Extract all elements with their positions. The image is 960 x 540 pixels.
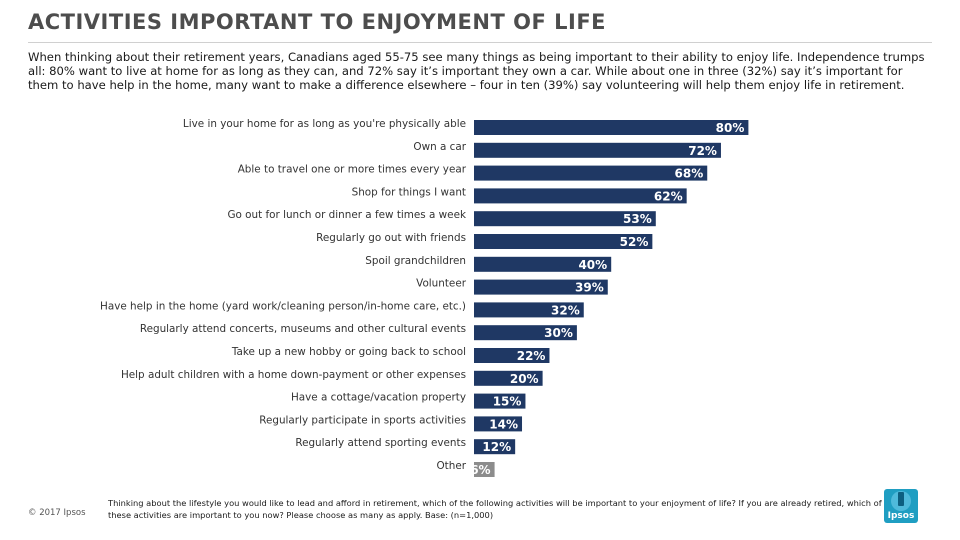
bar — [474, 393, 526, 409]
category-label: Own a car — [413, 141, 466, 153]
bar — [474, 416, 523, 432]
bar — [474, 120, 749, 135]
bar — [474, 165, 708, 181]
category-label: Have a cottage/vacation property — [291, 392, 466, 404]
category-label: Regularly attend sporting events — [295, 437, 466, 449]
value-label: 14% — [489, 417, 518, 431]
bar — [474, 370, 543, 386]
bar — [474, 279, 608, 295]
value-label: 12% — [482, 440, 511, 454]
value-label: 72% — [688, 144, 717, 158]
bar — [474, 462, 495, 477]
bar — [474, 142, 721, 158]
bar — [474, 439, 516, 455]
value-label: 22% — [517, 349, 546, 363]
category-label: Have help in the home (yard work/cleanin… — [100, 300, 466, 312]
category-label: Go out for lunch or dinner a few times a… — [227, 209, 466, 221]
value-label: 40% — [578, 258, 607, 272]
bar — [474, 211, 656, 227]
value-label: 53% — [623, 212, 652, 226]
category-label: Regularly go out with friends — [316, 232, 466, 244]
value-label: 32% — [551, 303, 580, 317]
category-label: Shop for things I want — [352, 186, 466, 198]
logo-mark-icon — [898, 492, 904, 506]
value-label: 20% — [510, 372, 539, 386]
category-label: Help adult children with a home down-pay… — [121, 369, 466, 381]
page-title: ACTIVITIES IMPORTANT TO ENJOYMENT OF LIF… — [28, 10, 607, 34]
category-label: Take up a new hobby or going back to sch… — [231, 346, 466, 358]
value-label: 80% — [716, 121, 745, 135]
intro-paragraph: When thinking about their retirement yea… — [28, 50, 925, 93]
bar — [474, 348, 550, 363]
logo-text: Ipsos — [887, 511, 915, 521]
bar — [474, 188, 687, 204]
title-divider — [28, 42, 932, 43]
value-label: 62% — [654, 189, 683, 203]
bar — [474, 234, 653, 249]
category-label: Able to travel one or more times every y… — [238, 164, 467, 176]
value-label: 39% — [575, 281, 604, 295]
bar — [474, 256, 612, 272]
category-label: Spoil grandchildren — [365, 255, 466, 267]
bar — [474, 325, 577, 341]
survey-question-footnote: Thinking about the lifestyle you would l… — [108, 498, 882, 520]
copyright-text: © 2017 Ipsos — [28, 508, 86, 518]
category-label: Volunteer — [416, 278, 467, 290]
value-label: 68% — [675, 167, 704, 181]
ipsos-logo: Ipsos — [884, 489, 918, 523]
category-label: Regularly attend concerts, museums and o… — [140, 323, 466, 335]
value-label: 30% — [544, 326, 573, 340]
category-label: Other — [436, 460, 466, 472]
value-label: 6% — [470, 463, 490, 477]
category-label: Regularly participate in sports activiti… — [259, 414, 466, 426]
value-label: 52% — [620, 235, 649, 249]
value-label: 15% — [493, 395, 522, 409]
category-label: Live in your home for as long as you're … — [183, 118, 466, 130]
bar — [474, 302, 584, 318]
